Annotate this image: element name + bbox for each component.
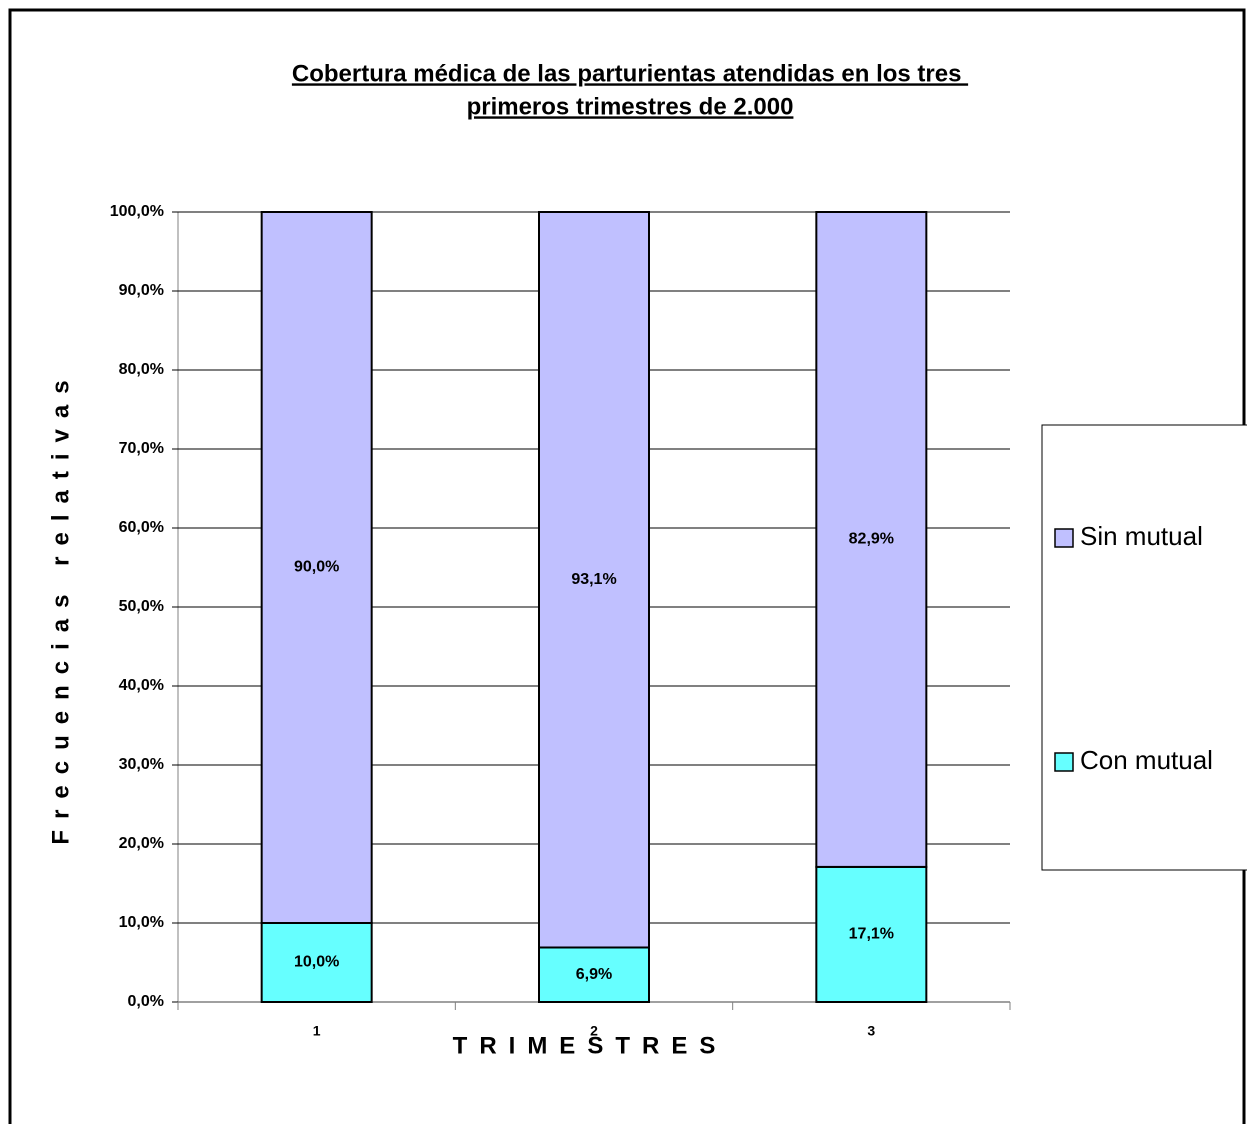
y-axis-label: Frecuencias relativas [47,369,74,844]
y-tick-label: 0,0% [128,993,164,1010]
chart-title: primeros trimestres de 2.000 [467,93,794,120]
x-tick-label: 2 [590,1023,598,1039]
legend-label: Con mutual [1080,745,1213,775]
chart-title: Cobertura médica de las parturientas ate… [292,60,968,87]
data-label: 10,0% [294,954,339,971]
bar-segment [260,922,373,1003]
y-tick-label: 60,0% [119,519,164,536]
y-tick-label: 40,0% [119,677,164,694]
bar-segment [815,211,928,868]
data-label: 90,0% [294,559,339,576]
y-tick-label: 90,0% [119,282,164,299]
y-tick-label: 70,0% [119,440,164,457]
legend-swatch [1054,752,1074,772]
data-label: 6,9% [576,966,612,983]
bar-segment [260,211,373,924]
x-axis-label: TRIMESTRES [453,1032,728,1059]
bar-segment [538,211,650,949]
x-tick-label: 1 [313,1023,321,1039]
y-tick-label: 30,0% [119,756,164,773]
y-tick-label: 80,0% [119,361,164,378]
y-tick-label: 10,0% [119,914,164,931]
legend-label: Sin mutual [1080,521,1203,551]
data-label: 82,9% [849,531,894,548]
y-tick-label: 50,0% [119,598,164,615]
legend-swatch [1054,528,1074,548]
bar-segment [815,865,928,1003]
data-label: 93,1% [571,571,616,588]
y-tick-label: 100,0% [110,203,164,220]
x-tick-label: 3 [867,1023,875,1039]
y-tick-label: 20,0% [119,835,164,852]
data-label: 17,1% [849,926,894,943]
legend [1041,424,1247,871]
